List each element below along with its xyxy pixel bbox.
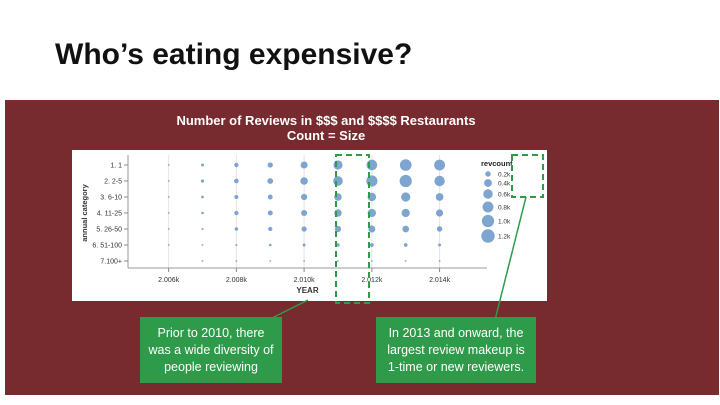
y-tick-label: 1. 1 [110,163,122,170]
bubble-point [268,243,272,247]
bubble-point [234,227,239,231]
legend-label: 0.2k [498,172,511,179]
x-axis-title: YEAR [296,286,318,295]
callout-pre-2010: Prior to 2010, there was a wide diversit… [140,317,282,383]
bubble-point [369,243,374,247]
slide-title: Who’s eating expensive? [55,38,413,71]
bubble-point [267,178,274,184]
bubble-point [167,244,170,246]
bubble-point [434,159,445,171]
bubble-point [167,180,170,182]
bubble-point [337,260,339,262]
bubble-point [303,260,306,262]
bubble-point [267,162,273,168]
bubble-point [268,226,273,232]
legend-label: 0.4k [498,181,511,188]
bubble-point [234,194,239,200]
bubble-point [301,226,307,232]
bubble-point [200,179,205,183]
bubble-point [167,164,170,166]
legend-symbol [484,179,492,187]
bubble-point [201,195,204,199]
bubble-point [403,243,408,247]
bubble-point [302,243,306,247]
legend-label: 0.6k [498,192,511,199]
bubble-point [167,228,170,230]
chart-subtitle-line: Count = Size [286,128,366,143]
bubble-point [402,225,410,233]
bubble-point [300,193,308,201]
y-tick-label: 6. 51-100 [92,243,122,250]
bubble-point [401,208,410,218]
bubble-point [201,260,204,262]
bubble-point [435,209,444,217]
legend-symbol [481,214,495,228]
bubble-point [201,211,204,215]
bubble-point [404,260,407,262]
bubble-point [334,225,342,233]
bubble-point [201,163,205,167]
bubble-point [438,243,442,247]
chart-title-line: Number of Reviews in $$$ and $$$$ Restau… [176,113,476,128]
y-tick-label: 7.100+ [100,259,122,266]
callout-2013-onward: In 2013 and onward, the largest review m… [376,317,536,383]
bubble-point [435,193,444,201]
highlight-legend-large [511,154,544,198]
bubble-point [235,260,238,262]
y-axis-title: annual category [80,183,89,241]
x-tick-label: 2.012k [361,277,383,284]
chart-panel [72,150,547,301]
x-tick-label: 2.008k [226,277,248,284]
bubble-point [269,260,272,262]
bubble-point [300,161,308,169]
bubble-point [366,175,378,187]
y-tick-label: 3. 6-10 [100,195,122,202]
x-tick-label: 2.006k [158,277,180,284]
legend-label: 1.0k [498,219,511,226]
bubble-point [438,260,441,262]
bubble-point [399,159,412,171]
bubble-point [333,176,343,186]
bubble-point [235,243,238,247]
bubble-point [370,260,373,262]
bubble-point [336,243,340,247]
bubble-point [436,226,443,232]
y-tick-label: 5. 26-50 [96,227,122,234]
chart-title: Number of Reviews in $$$ and $$$$ Restau… [5,113,647,143]
bubble-point [300,177,308,185]
callout-right-connector [494,196,527,321]
bubble-point [167,196,170,198]
legend-label: 0.8k [498,205,511,212]
bubble-point [301,209,308,217]
bubble-point [167,212,170,214]
x-tick-label: 2.014k [429,277,451,284]
y-tick-label: 2. 2-5 [104,179,122,186]
callout-left-connector [267,299,309,321]
bubble-point [234,210,239,216]
bubble-point [401,192,411,202]
x-tick-label: 2.010k [294,277,316,284]
bubble-point [267,194,273,200]
legend-symbol [485,171,491,177]
legend-symbol [483,189,493,199]
y-tick-label: 4. 11-25 [97,211,122,218]
bubble-point [201,227,204,231]
bubble-point [234,162,239,168]
bubble-point [333,160,343,170]
bubble-point [434,175,445,187]
bubble-point [267,210,273,216]
legend-title: revcount [481,159,513,168]
legend-symbol [482,201,494,213]
bubble-point [201,244,204,246]
legend-symbol [481,229,495,243]
bubble-point [234,178,239,184]
legend-label: 1.2k [498,234,511,241]
bubble-point [368,225,376,233]
bubble-point [399,174,412,188]
